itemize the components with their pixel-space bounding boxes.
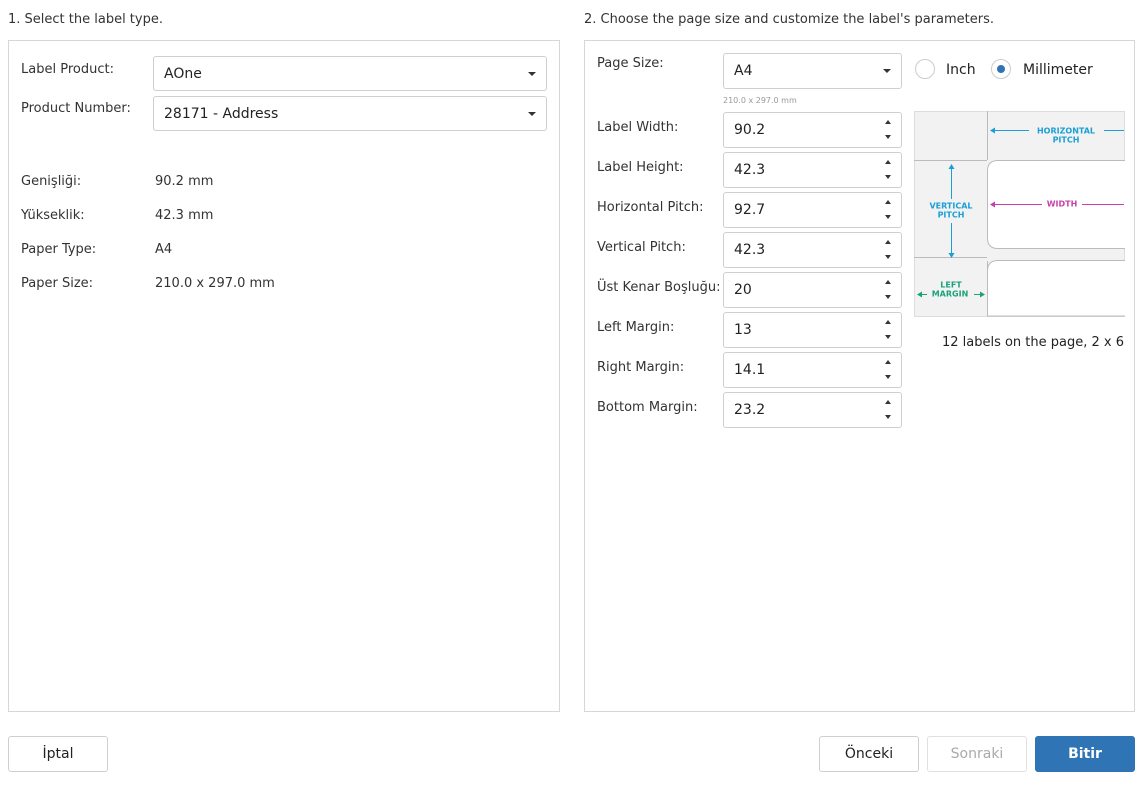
- section-heading: 2. Choose the page size and customize th…: [584, 12, 995, 27]
- field-label: Horizontal Pitch:: [597, 200, 704, 215]
- spin-up[interactable]: [885, 280, 891, 284]
- input-value: 92.7: [734, 202, 766, 218]
- spin-up[interactable]: [885, 360, 891, 364]
- dropdown-value: A4: [734, 63, 753, 79]
- product-number-dropdown[interactable]: 28171 - Address: [153, 96, 547, 131]
- info-label: Paper Size:: [21, 276, 94, 291]
- number-input[interactable]: 42.3: [723, 152, 902, 188]
- field-label: Label Width:: [597, 120, 679, 135]
- spin-up[interactable]: [885, 320, 891, 324]
- spin-down[interactable]: [885, 295, 891, 299]
- field-label: Üst Kenar Boşluğu:: [597, 280, 721, 295]
- dropdown-value: 28171 - Address: [164, 105, 279, 122]
- page-size-dropdown[interactable]: A4: [723, 53, 902, 89]
- info-value: 42.3 mm: [155, 208, 214, 223]
- diagram-label: WIDTH: [1047, 200, 1078, 209]
- spin-down[interactable]: [885, 135, 891, 139]
- field-label: Vertical Pitch:: [597, 240, 686, 255]
- diagram-label: LEFT: [940, 281, 962, 290]
- diagram-label: PITCH: [938, 211, 965, 220]
- number-input[interactable]: 14.1: [723, 352, 902, 388]
- number-input[interactable]: 90.2: [723, 112, 902, 148]
- diagram-label: PITCH: [1053, 136, 1080, 145]
- previous-button[interactable]: Önceki: [819, 736, 919, 772]
- number-input[interactable]: 92.7: [723, 192, 902, 228]
- label-product-dropdown[interactable]: AOne: [153, 56, 547, 91]
- input-value: 42.3: [734, 162, 766, 178]
- finish-button[interactable]: Bitir: [1035, 736, 1135, 772]
- spin-down[interactable]: [885, 255, 891, 259]
- input-value: 13: [734, 322, 752, 338]
- input-value: 90.2: [734, 122, 766, 138]
- info-value: A4: [155, 242, 173, 257]
- field-label: Label Product:: [21, 62, 114, 77]
- spin-down[interactable]: [885, 335, 891, 339]
- spin-down[interactable]: [885, 215, 891, 219]
- left-panel: [8, 40, 560, 712]
- spin-up[interactable]: [885, 240, 891, 244]
- spin-up[interactable]: [885, 160, 891, 164]
- spin-up[interactable]: [885, 400, 891, 404]
- info-label: Paper Type:: [21, 242, 97, 257]
- page-size-hint: 210.0 x 297.0 mm: [723, 96, 797, 105]
- field-label: Right Margin:: [597, 360, 685, 375]
- spin-up[interactable]: [885, 200, 891, 204]
- info-label: Genişliği:: [21, 174, 82, 189]
- spin-down[interactable]: [885, 415, 891, 419]
- radio-inch[interactable]: [915, 59, 935, 79]
- info-label: Yükseklik:: [21, 208, 85, 223]
- spin-down[interactable]: [885, 375, 891, 379]
- next-button: Sonraki: [927, 736, 1027, 772]
- number-input[interactable]: 20: [723, 272, 902, 308]
- spin-up[interactable]: [885, 120, 891, 124]
- cancel-button[interactable]: İptal: [8, 736, 108, 772]
- diagram-label: HORIZONTAL: [1037, 127, 1095, 136]
- radio-millimeter[interactable]: [991, 59, 1011, 79]
- input-value: 23.2: [734, 402, 766, 418]
- right-panel: [584, 40, 1135, 712]
- field-label: Page Size:: [597, 56, 664, 71]
- diagram-label: MARGIN: [932, 290, 969, 299]
- field-label: Label Height:: [597, 160, 684, 175]
- info-value: 210.0 x 297.0 mm: [155, 276, 275, 291]
- spin-down[interactable]: [885, 175, 891, 179]
- field-label: Bottom Margin:: [597, 400, 698, 415]
- number-input[interactable]: 13: [723, 312, 902, 348]
- input-value: 14.1: [734, 362, 766, 378]
- field-label: Product Number:: [21, 101, 131, 116]
- input-value: 20: [734, 282, 752, 298]
- dropdown-value: AOne: [164, 65, 202, 82]
- radio-label: Millimeter: [1023, 62, 1093, 78]
- label-diagram: HORIZONTAL PITCH VERTICAL PITCH WIDTH LE…: [914, 111, 1125, 317]
- radio-label: Inch: [946, 62, 976, 78]
- number-input[interactable]: 23.2: [723, 392, 902, 428]
- section-heading: 1. Select the label type.: [8, 12, 163, 27]
- diagram-label: VERTICAL: [929, 202, 972, 211]
- field-label: Left Margin:: [597, 320, 675, 335]
- labels-summary: 12 labels on the page, 2 x 6: [941, 335, 1124, 350]
- number-input[interactable]: 42.3: [723, 232, 902, 268]
- info-value: 90.2 mm: [155, 174, 214, 189]
- input-value: 42.3: [734, 242, 766, 258]
